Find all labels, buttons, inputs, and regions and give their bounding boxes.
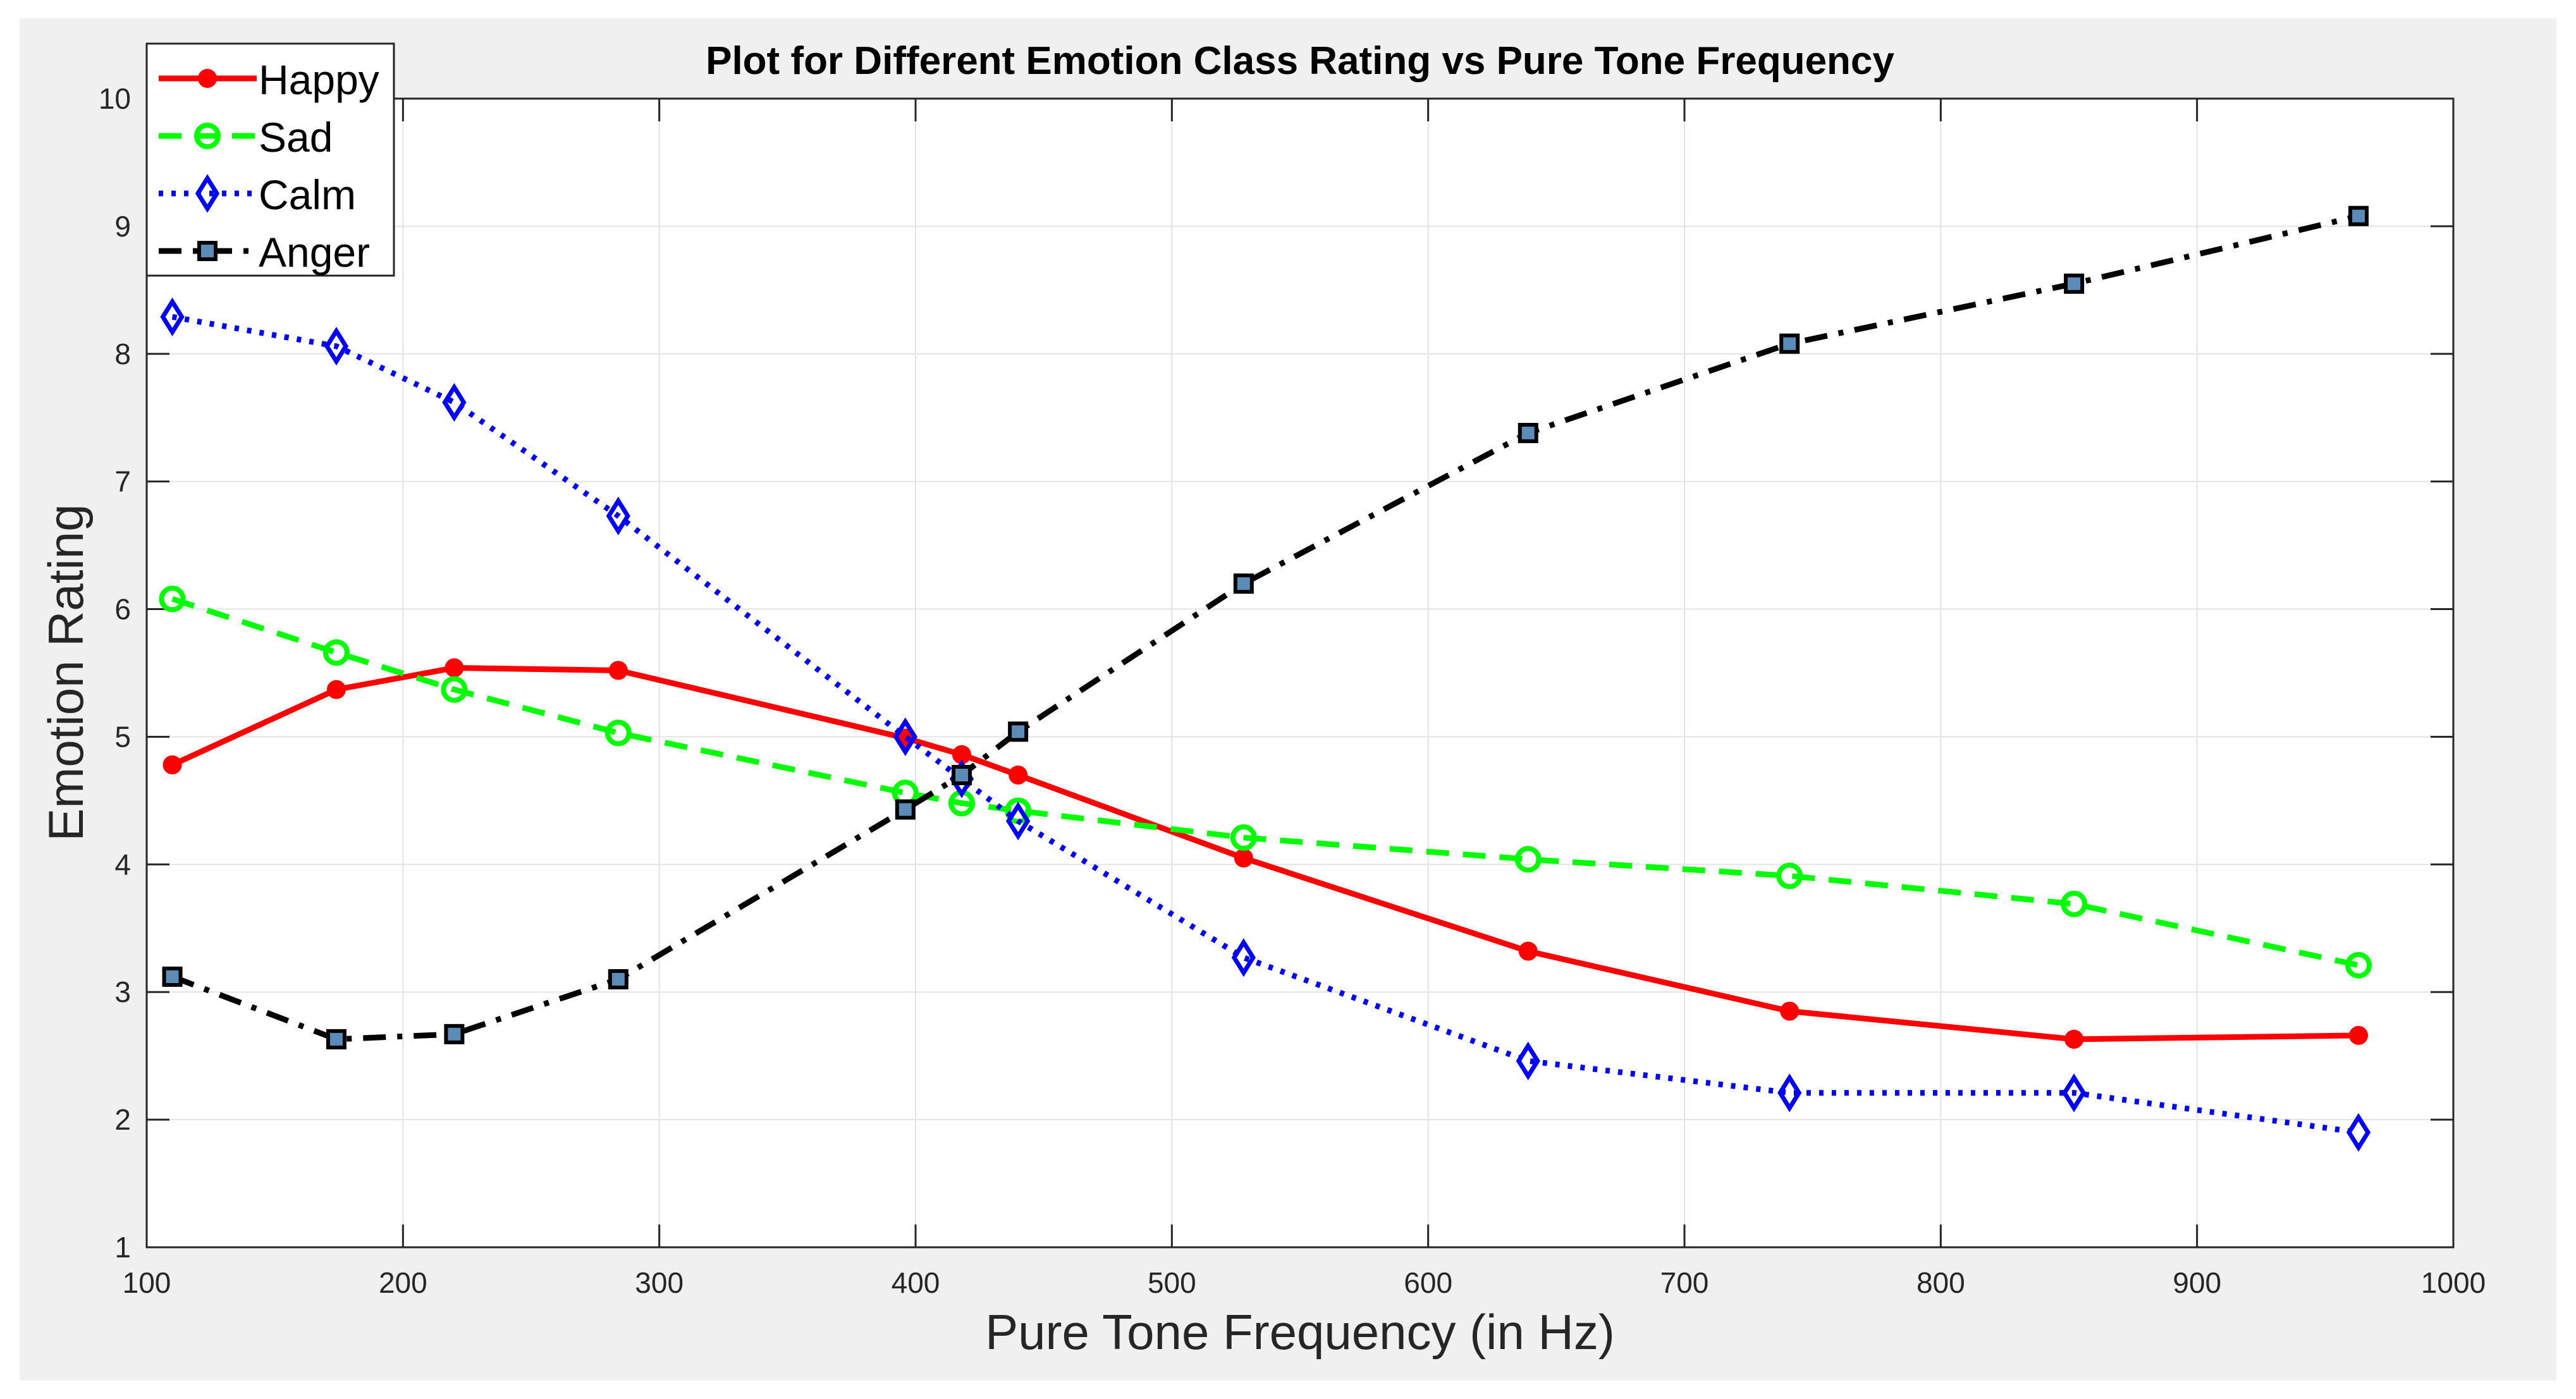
data-point-calm [324,327,349,366]
y-tick-label: 10 [99,82,131,115]
data-point-anger [326,1029,347,1049]
chart-title: Plot for Different Emotion Class Rating … [706,39,1894,83]
data-point-sad [159,585,186,613]
data-point-calm [2346,1113,2371,1152]
x-tick-label: 400 [892,1266,940,1299]
data-point-happy [326,680,346,699]
x-axis-label: Pure Tone Frequency (in Hz) [985,1304,1615,1360]
x-tick-label: 300 [635,1266,684,1299]
x-tick-label: 200 [379,1266,427,1299]
legend-label-anger: Anger [259,229,370,276]
series-line-happy [171,664,2359,1042]
data-point-sad [604,719,632,747]
y-tick-label: 6 [114,593,131,626]
data-point-anger [1008,721,1029,742]
data-point-anger [951,765,972,786]
legend-label-sad: Sad [259,114,333,161]
data-point-calm [893,717,917,757]
data-point-happy [1518,941,1538,961]
series-anger [162,205,2369,1049]
legend-marker-anger [197,241,218,261]
series-group [159,205,2372,1152]
x-tick-label: 800 [1917,1266,1965,1299]
data-point-calm [1777,1073,1802,1113]
figure-background: 100 200 300 400 500 600 700 800 900 1000 1 2 3 4 5 6 7 8… [20,18,2556,1381]
data-point-sad [1230,824,1257,851]
x-tick-label: 900 [2173,1266,2221,1299]
x-tick-label: 600 [1404,1266,1452,1299]
series-line-sad [171,596,2359,968]
data-point-happy [1009,766,1028,785]
data-point-calm [160,297,185,336]
y-tick-labels: 1 2 3 4 5 6 7 8 9 10 [99,82,131,1264]
data-point-anger [1779,333,1800,354]
legend: Happy Sad Calm Anger [145,42,395,277]
data-point-anger [895,799,916,820]
y-axis-label: Emotion Rating [38,504,94,841]
y-tick-label: 3 [114,975,131,1008]
data-point-anger [444,1023,465,1044]
data-point-happy [2349,1025,2369,1045]
data-point-happy [445,658,464,678]
y-tick-label: 2 [114,1103,131,1136]
data-point-sad [1776,862,1803,889]
data-point-happy [2064,1029,2084,1049]
x-tick-label: 700 [1660,1266,1709,1299]
data-point-anger [608,969,629,990]
data-point-sad [322,639,350,666]
x-tick-label: 100 [123,1266,171,1299]
legend-marker-calm [195,174,220,213]
legend-label-calm: Calm [259,171,356,218]
series-calm [160,297,2371,1152]
data-point-calm [1231,938,1256,977]
legend-marker-happy [198,69,217,88]
data-point-calm [606,496,630,535]
data-point-anger [162,966,183,987]
plot-area [147,99,2453,1247]
data-point-anger [1233,573,1254,594]
plot-frame [145,97,2455,1249]
y-tick-label: 5 [114,720,131,753]
emotion-rating-chart: 100 200 300 400 500 600 700 800 900 1000 1 2 3 4 5 6 7 8… [38,39,2486,1360]
data-point-anger [2348,205,2369,226]
data-point-sad [1514,846,1542,873]
data-point-happy [1234,848,1253,868]
x-tick-labels: 100 200 300 400 500 600 700 800 900 1000 [123,1266,2486,1299]
series-line-anger [171,213,2360,1042]
data-point-anger [2064,273,2085,294]
y-tick-label: 1 [114,1231,131,1264]
x-tick-label: 1000 [2421,1266,2486,1299]
data-point-sad [2061,890,2088,917]
data-point-calm [1006,802,1031,841]
legend-marker-sad [194,123,221,149]
x-tick-label: 500 [1148,1266,1196,1299]
data-point-happy [1780,1001,1800,1021]
data-point-happy [608,661,628,680]
y-tick-label: 8 [114,338,131,370]
y-tick-label: 9 [114,210,131,243]
data-point-sad [2345,951,2372,979]
data-point-calm [2061,1073,2087,1113]
y-tick-label: 4 [114,848,131,881]
data-point-anger [1518,422,1538,443]
data-point-calm [1516,1041,1540,1080]
data-point-calm [442,382,467,422]
series-happy [163,658,2369,1049]
series-sad [159,585,2372,979]
series-line-calm [171,314,2359,1135]
legend-label-happy: Happy [259,56,379,103]
data-point-sad [441,676,468,703]
data-point-happy [163,755,182,774]
legend-box [145,42,395,277]
y-tick-label: 7 [114,465,131,498]
